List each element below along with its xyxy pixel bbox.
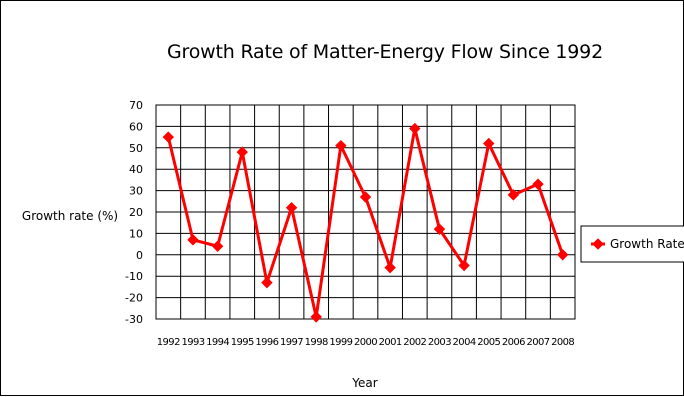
x-tick-label: 1995 <box>231 337 254 348</box>
data-point-marker <box>310 311 322 323</box>
x-tick-label: 1994 <box>206 337 229 348</box>
legend: Growth Rate <box>580 225 684 263</box>
y-tick-label: 60 <box>129 120 143 133</box>
x-tick-label: 2000 <box>354 337 377 348</box>
plot-grid <box>155 104 576 320</box>
x-axis-ticks: 1992 1993 1994 1995 1996 1997 1998 1999 2000 2001… <box>157 337 575 348</box>
y-tick-label: 40 <box>129 163 143 176</box>
data-point-marker <box>211 240 224 252</box>
data-point-marker <box>335 139 347 152</box>
data-point-marker <box>433 223 446 235</box>
data-point-marker <box>507 189 520 201</box>
chart-title: Growth Rate of Matter-Energy Flow Since … <box>167 41 603 63</box>
legend-box <box>580 225 684 263</box>
data-point-marker <box>261 276 273 289</box>
y-tick-label: 30 <box>129 185 143 198</box>
x-tick-label: 2002 <box>403 337 426 348</box>
x-axis-label: Year <box>351 376 377 390</box>
x-tick-label: 2005 <box>477 337 500 348</box>
data-point-marker <box>458 259 470 272</box>
y-tick-label: -10 <box>125 270 143 283</box>
y-axis-ticks: 70 60 50 40 30 20 10 0 -10 -20 -30 <box>125 99 143 326</box>
x-tick-label: 1996 <box>255 337 278 348</box>
data-point-marker <box>285 202 298 214</box>
y-tick-label: -30 <box>125 313 143 326</box>
data-point-marker <box>532 178 544 190</box>
x-tick-label: 2008 <box>551 337 574 348</box>
x-tick-label: 1998 <box>305 337 328 348</box>
legend-diamond-marker <box>592 238 604 250</box>
data-point-marker <box>162 131 175 143</box>
data-point-marker <box>409 122 421 135</box>
y-tick-label: 0 <box>136 249 143 262</box>
data-point-marker <box>236 146 248 158</box>
y-axis-label: Growth rate (%) <box>22 209 118 223</box>
data-point-marker <box>483 137 495 150</box>
y-tick-label: 50 <box>129 142 143 155</box>
x-tick-label: 2007 <box>526 337 549 348</box>
data-point-marker <box>556 249 569 261</box>
x-tick-label: 2001 <box>379 337 402 348</box>
x-tick-label: 2006 <box>502 337 525 348</box>
y-tick-label: -20 <box>125 292 143 305</box>
y-tick-label: 70 <box>129 99 143 112</box>
y-tick-label: 10 <box>129 227 143 240</box>
data-point-marker <box>359 191 372 203</box>
series-growth-rate <box>162 122 569 323</box>
x-tick-label: 2004 <box>453 337 476 348</box>
x-tick-label: 1992 <box>157 337 180 348</box>
data-point-marker <box>384 261 396 274</box>
data-point-marker <box>187 234 199 246</box>
x-tick-label: 1993 <box>181 337 204 348</box>
legend-entry-growth-rate: Growth Rate <box>610 237 684 251</box>
y-tick-label: 20 <box>129 206 143 219</box>
x-tick-label: 1999 <box>329 337 352 348</box>
x-tick-label: 2003 <box>428 337 451 348</box>
x-tick-label: 1997 <box>280 337 303 348</box>
